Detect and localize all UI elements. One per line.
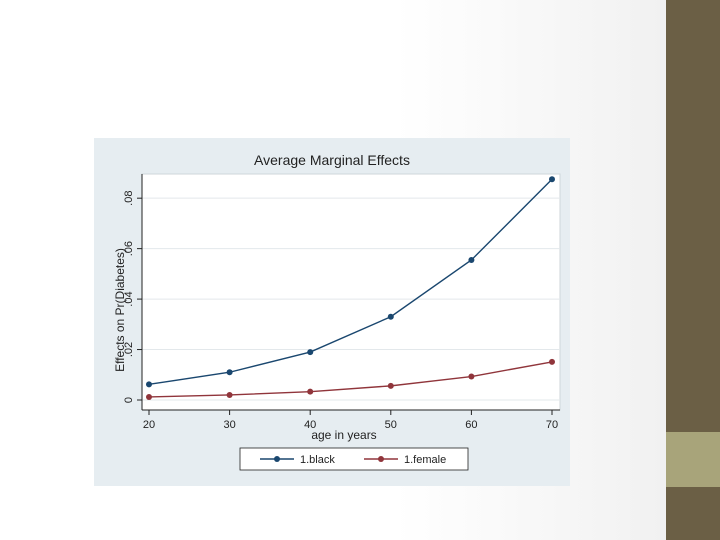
x-tick-label: 70 [546,419,558,431]
y-tick-label: 0 [123,397,135,403]
y-tick-label: .06 [123,241,135,256]
data-point-female [468,373,475,380]
legend-label-female: 1.female [404,454,446,466]
plot-area [141,173,561,411]
data-point-female [307,388,314,395]
chart-figure: 0 .02 .04 .06 .08 20 30 40 50 60 70 Average Margin… [94,138,570,486]
x-axis-label: age in years [311,428,376,442]
data-point-female [146,393,152,400]
legend-marker-female [378,456,384,462]
series-line-black [148,178,553,386]
x-tick-label: 30 [223,419,235,431]
x-tick-label: 40 [304,419,316,431]
marginal-effects-chart: 0 .02 .04 .06 .08 20 30 40 50 60 70 Average Margin… [113,152,561,471]
data-point-female [226,391,233,398]
y-axis-label: Effects on Pr(Diabetes) [113,248,127,372]
slide-sidebar-accent [666,432,720,487]
data-point-black [387,313,394,320]
data-point-female [549,358,555,365]
data-point-black [226,369,233,376]
legend-marker-black [274,456,280,462]
x-tick-label: 50 [385,419,397,431]
y-tick-label: .08 [123,191,135,206]
legend-label-black: 1.black [300,454,335,466]
chart-title: Average Marginal Effects [254,152,410,168]
legend-box [239,447,469,471]
data-point-female [387,382,394,389]
x-tick-label: 20 [143,419,155,431]
y-tick-label: .04 [123,291,135,306]
data-point-black [468,256,475,263]
series-line-female [148,361,553,398]
data-point-black [307,349,314,356]
data-point-black [146,381,152,388]
chart-legend: 1.black 1.female [239,447,469,471]
y-tick-label: .02 [123,342,135,357]
x-tick-label: 60 [465,419,477,431]
data-point-black [549,176,555,183]
